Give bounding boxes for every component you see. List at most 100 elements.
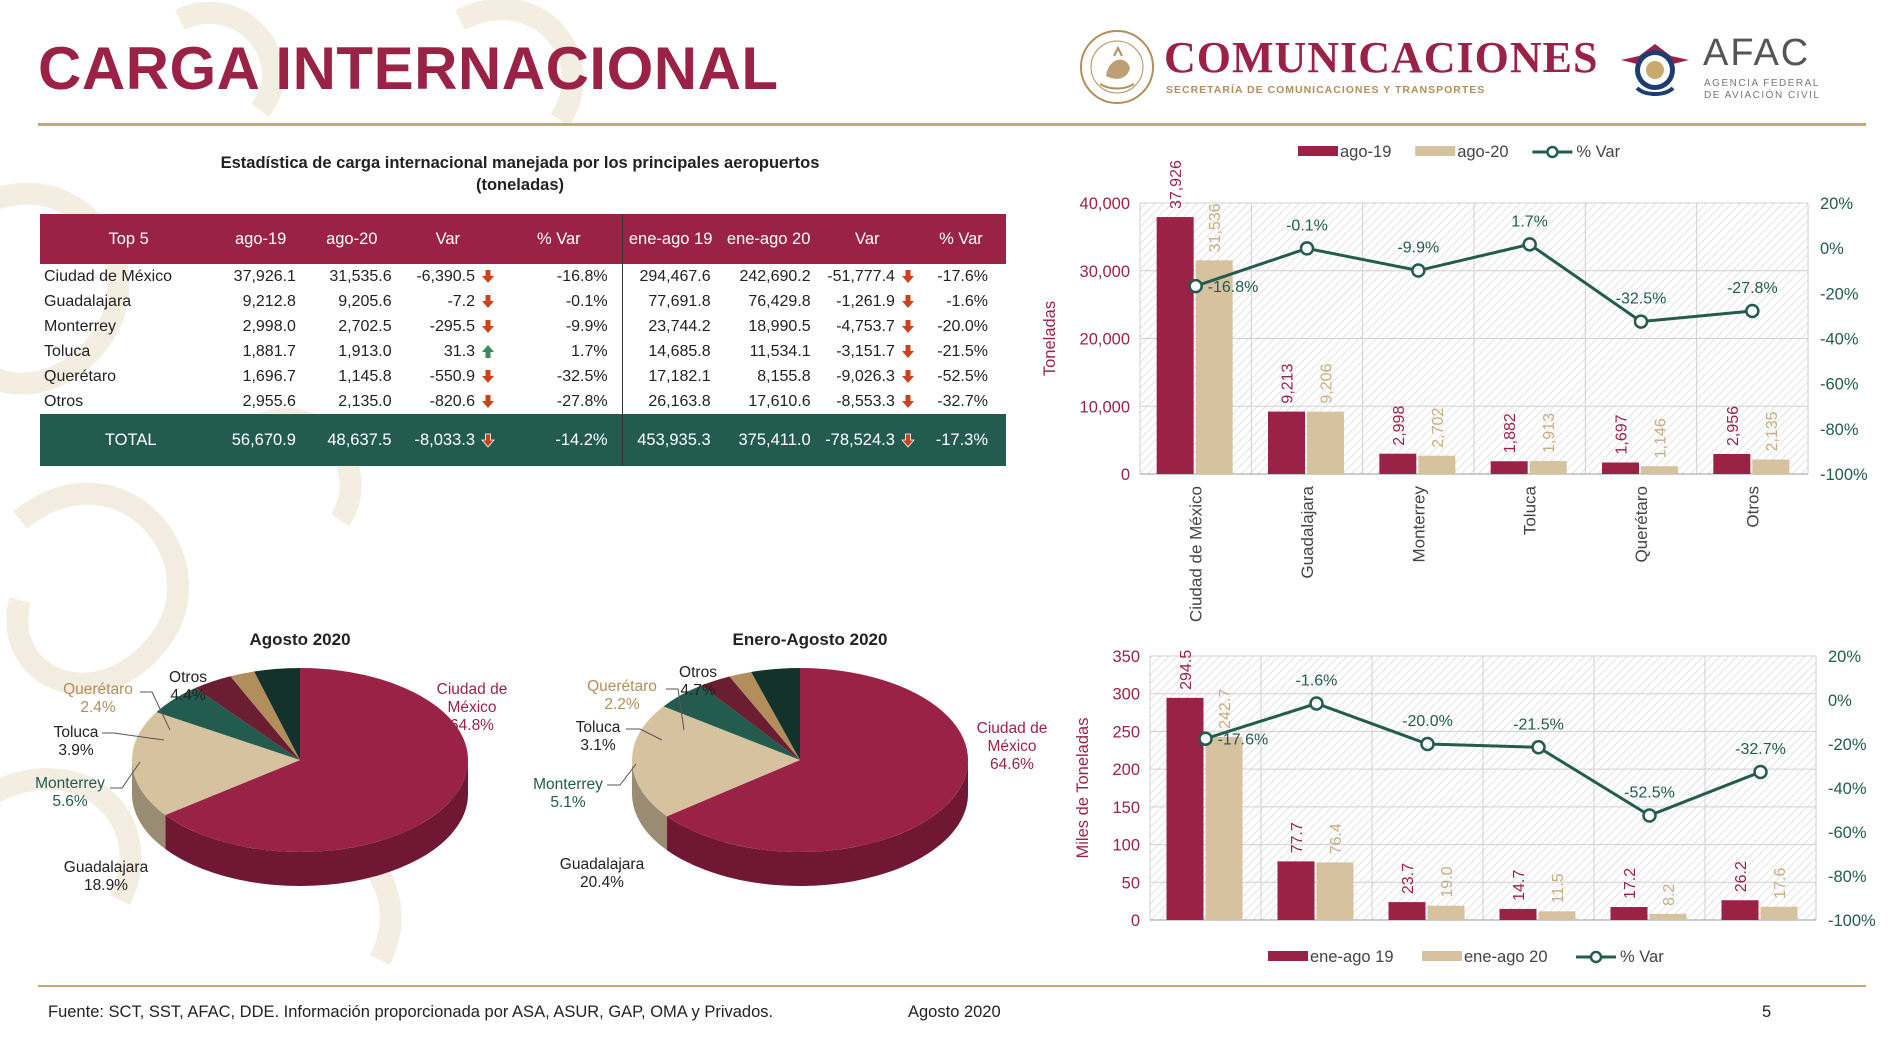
pie-label-name: Toluca <box>576 719 621 736</box>
pie-slice <box>230 671 300 760</box>
pie-label-value: 3.1% <box>580 737 616 754</box>
footer-source: Fuente: SCT, SST, AFAC, DDE. Información… <box>48 1003 774 1021</box>
mexico-seal-icon <box>1080 30 1154 104</box>
cell-eneago19: 17,182.1 <box>648 367 711 385</box>
cell-eavar: -8,553.3 <box>819 389 916 414</box>
pie-slice-side <box>632 760 668 851</box>
legend-label: % Var <box>1620 948 1664 966</box>
cell-eapvar: -21.5% <box>937 342 988 360</box>
pct-var-marker <box>1531 740 1546 755</box>
y2-tick-label: -20% <box>1828 736 1867 754</box>
cell-ago19: 9,212.8 <box>242 292 296 310</box>
cell-ago20: 1,145.8 <box>338 367 392 385</box>
cell-eapvar: -17.3% <box>915 414 1006 466</box>
bar-data-label: 242.7 <box>1217 689 1234 729</box>
pie-slice <box>701 676 800 760</box>
pct-var-marker <box>1198 731 1213 746</box>
y2-tick-label: -40% <box>1828 780 1867 798</box>
pie-slice <box>165 668 468 852</box>
airport-name: Monterrey <box>44 317 117 335</box>
arrow-down-icon <box>900 368 916 386</box>
cell-var-value: -820.6 <box>429 392 476 410</box>
pie-label-name: Monterrey <box>35 775 105 792</box>
cell-eneago19: 294,467.6 <box>639 267 711 285</box>
cell-eavar: -1,261.9 <box>819 289 916 314</box>
column-header: Var <box>399 214 497 264</box>
pie-label-name: Querétaro <box>63 681 133 698</box>
legend-swatch <box>1298 146 1338 156</box>
pie-label-value: 18.9% <box>84 877 128 894</box>
sct-subtitle: SECRETARÍA DE COMUNICACIONES Y TRANSPORT… <box>1166 84 1486 96</box>
bar-data-label: 31,536 <box>1207 203 1224 252</box>
bar-data-label: 77.7 <box>1289 822 1306 853</box>
afac-emblem-icon <box>1621 44 1689 96</box>
pie-slice-side <box>667 760 968 886</box>
cell-eneago20: 11,534.1 <box>749 342 811 360</box>
y2-tick-label: -100% <box>1828 912 1876 930</box>
cell-eapvar: -32.7% <box>937 392 988 410</box>
bar-current <box>1760 906 1798 920</box>
pie-label-name: México <box>987 738 1036 755</box>
cargo-stats-table: Top 5 ago-19 ago-20 Var% Var ene-ago 19 ene-a… <box>40 214 1006 466</box>
cell-eavar-value: -1,261.9 <box>836 292 895 310</box>
pct-var-label: -20.0% <box>1402 713 1453 730</box>
cell-eavar: -51,777.4 <box>819 264 916 289</box>
table-total-row: TOTAL 56,670.9 48,637.5 -8,033.3 -14.2% 453,9… <box>40 414 1006 466</box>
cell-pvar: 1.7% <box>496 339 623 364</box>
bar-data-label: 2,956 <box>1725 406 1742 446</box>
chart-monthly-bars: 0 10,000 20,000 30,000 40,000 -100% -80% -60% -4… <box>1041 143 1868 622</box>
bar-previous <box>1156 217 1194 475</box>
header-rule <box>38 123 1866 126</box>
bar-previous <box>1277 861 1315 920</box>
arrow-down-icon <box>480 268 496 286</box>
cell-pvar: -32.5% <box>496 364 623 389</box>
column-header: ago-20 <box>303 214 400 264</box>
page-number: 5 <box>1762 1003 1772 1021</box>
arrow-down-icon <box>900 268 916 286</box>
cell-var: -820.6 <box>400 389 496 414</box>
bar-previous <box>1490 461 1528 474</box>
y-tick-label: 20,000 <box>1080 331 1130 349</box>
pct-var-label: -32.5% <box>1616 291 1667 308</box>
y2-tick-label: -60% <box>1828 824 1867 842</box>
legend-swatch <box>1422 951 1462 961</box>
cell-eapvar: -20.0% <box>937 317 988 335</box>
pct-var-label: -1.6% <box>1296 673 1338 690</box>
pie-label-name: Ciudad de <box>437 681 508 698</box>
y-tick-label: 200 <box>1112 761 1140 779</box>
cell-pvar: -0.1% <box>496 289 623 314</box>
pie-label-name: Guadalajara <box>560 856 645 873</box>
cell-eapvar: -1.6% <box>946 292 988 310</box>
cell-pvar: -27.8% <box>496 389 623 414</box>
y-tick-label: 10,000 <box>1080 398 1130 416</box>
pie-slice-side <box>132 760 166 850</box>
bar-data-label: 1,146 <box>1653 418 1670 458</box>
pie-label-name: Guadalajara <box>64 859 149 876</box>
pct-var-label: -9.9% <box>1397 240 1439 257</box>
bar-data-label: 11.5 <box>1550 873 1567 903</box>
cell-eneago20: 17,610.6 <box>748 392 811 410</box>
arrow-up-icon <box>480 343 496 361</box>
bar-previous <box>1602 462 1639 474</box>
cell-eneago19: 453,935.3 <box>622 414 719 466</box>
bar-data-label: 14.7 <box>1511 870 1528 901</box>
legend-label: ago-20 <box>1457 143 1508 161</box>
sct-logo: COMUNICACIONES SECRETARÍA DE COMUNICACIO… <box>1078 28 1597 108</box>
bar-data-label: 76.4 <box>1328 823 1345 854</box>
bar-data-label: 2,702 <box>1430 408 1447 448</box>
bar-data-label: 9,213 <box>1280 363 1297 403</box>
pie-slice <box>729 671 800 760</box>
bar-current <box>1529 461 1567 474</box>
cell-ago20: 9,205.6 <box>338 292 392 310</box>
pie-leader-line <box>110 761 141 789</box>
afac-subtitle-line2: DE AVIACIÓN CIVIL <box>1704 90 1821 101</box>
bar-data-label: 26.2 <box>1733 861 1750 892</box>
cell-eapvar: -17.6% <box>937 267 988 285</box>
pct-var-marker <box>1420 736 1435 752</box>
footer-date: Agosto 2020 <box>908 1003 1001 1021</box>
cell-eavar: -9,026.3 <box>819 364 916 389</box>
cell-eneago19: 77,691.8 <box>648 292 711 310</box>
airport-name: Ciudad de México <box>44 267 173 285</box>
